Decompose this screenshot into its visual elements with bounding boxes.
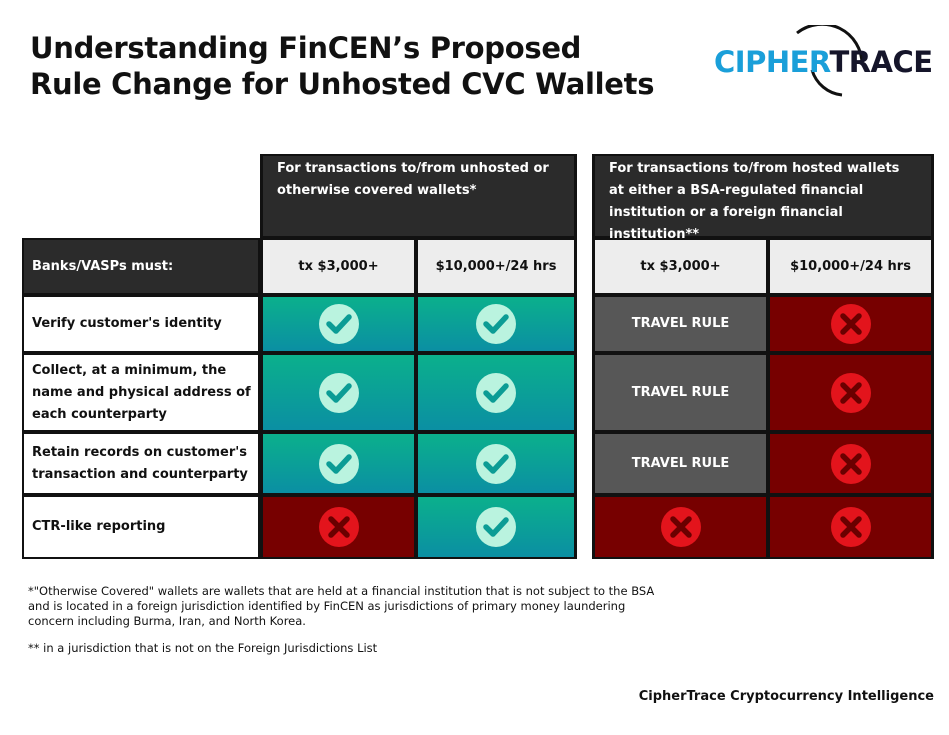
travel-rule-cell: TRAVEL RULE xyxy=(595,355,766,430)
check-icon xyxy=(476,304,516,344)
no-cell xyxy=(770,297,931,351)
check-icon xyxy=(318,372,359,413)
logo: CIPHERTRACE xyxy=(712,25,933,100)
logo-part: TRACE xyxy=(829,45,933,79)
yes-cell xyxy=(263,297,414,351)
row-label: Verify customer's identity xyxy=(24,297,258,351)
row-label: Retain records on customer's transaction… xyxy=(24,434,258,493)
yes-cell xyxy=(418,497,574,557)
yes-cell xyxy=(263,355,414,430)
column-header: $10,000+/24 hrs xyxy=(418,240,574,293)
logo-arc xyxy=(796,25,864,97)
row-header: Banks/VASPs must: xyxy=(24,240,258,293)
row-label: Collect, at a minimum, the name and phys… xyxy=(24,355,258,430)
column-header: tx $3,000+ xyxy=(263,240,414,293)
no-cell xyxy=(263,497,414,557)
x-icon xyxy=(830,372,871,413)
group-header: For transactions to/from hosted wallets … xyxy=(595,156,931,242)
row-label: CTR-like reporting xyxy=(24,497,258,557)
x-icon xyxy=(830,443,871,484)
x-icon xyxy=(318,507,359,547)
footnote: ** in a jurisdiction that is not on the … xyxy=(28,641,378,655)
no-cell xyxy=(770,434,931,493)
check-icon xyxy=(476,507,516,547)
footer: CipherTrace Cryptocurrency Intelligence xyxy=(638,689,934,704)
yes-cell xyxy=(418,355,574,430)
check-icon xyxy=(476,443,516,484)
yes-cell xyxy=(418,434,574,493)
column-header: tx $3,000+ xyxy=(595,240,766,293)
check-icon xyxy=(476,372,516,413)
check-icon xyxy=(318,304,359,344)
yes-cell xyxy=(418,297,574,351)
x-icon xyxy=(660,507,701,547)
group-header: For transactions to/from unhosted or oth… xyxy=(263,156,574,236)
x-icon xyxy=(830,507,871,547)
title: Understanding FinCEN’s Proposed Rule Chan… xyxy=(30,30,655,102)
yes-cell xyxy=(263,434,414,493)
no-cell xyxy=(770,497,931,557)
column-header: $10,000+/24 hrs xyxy=(770,240,931,293)
travel-rule-cell: TRAVEL RULE xyxy=(595,434,766,493)
check-icon xyxy=(318,443,359,484)
title-line: Rule Change for Unhosted CVC Wallets xyxy=(30,67,655,101)
logo-part: CIPHER xyxy=(714,45,830,79)
footnote: *"Otherwise Covered" wallets are wallets… xyxy=(28,584,655,628)
travel-rule-cell: TRAVEL RULE xyxy=(595,297,766,351)
x-icon xyxy=(830,304,871,344)
no-cell xyxy=(595,497,766,557)
no-cell xyxy=(770,355,931,430)
title-line: Understanding FinCEN’s Proposed xyxy=(30,31,582,65)
